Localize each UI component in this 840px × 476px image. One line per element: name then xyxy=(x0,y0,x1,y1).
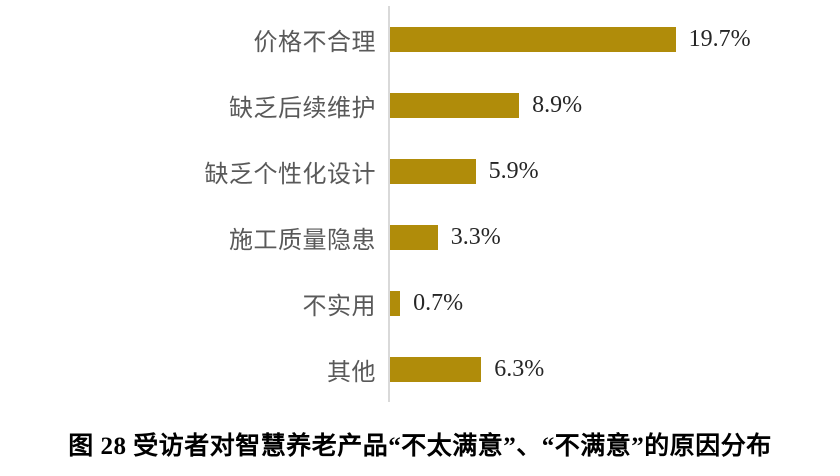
bar xyxy=(390,224,438,250)
bar xyxy=(390,159,476,185)
category-label: 缺乏后续维护 xyxy=(229,96,376,123)
bar-row: 施工质量隐患 3.3% xyxy=(0,204,840,270)
bar-row: 其他 6.3% xyxy=(0,336,840,402)
bar-area: 8.9% xyxy=(390,92,583,119)
bar-area: 6.3% xyxy=(390,355,545,382)
value-label: 3.3% xyxy=(450,223,501,250)
bar xyxy=(390,27,676,53)
bar-row: 价格不合理 19.7% xyxy=(0,7,840,73)
bar xyxy=(390,290,401,316)
bar-area: 0.7% xyxy=(390,289,464,316)
value-label: 6.3% xyxy=(494,355,545,382)
bar-row: 不实用 0.7% xyxy=(0,270,840,336)
bar-area: 19.7% xyxy=(390,26,751,53)
value-label: 5.9% xyxy=(488,158,539,185)
bar-chart: 价格不合理 19.7% 缺乏后续维护 8.9% 缺乏个性化设计 5.9% 施工质… xyxy=(0,7,840,402)
category-label: 缺乏个性化设计 xyxy=(204,162,376,189)
bar-row: 缺乏后续维护 8.9% xyxy=(0,73,840,139)
category-label: 施工质量隐患 xyxy=(229,227,376,254)
category-label: 其他 xyxy=(327,359,376,386)
value-label: 19.7% xyxy=(688,26,751,53)
bar-area: 5.9% xyxy=(390,158,539,185)
bar xyxy=(390,93,520,119)
value-label: 0.7% xyxy=(413,289,464,316)
category-label: 价格不合理 xyxy=(253,30,376,57)
bar xyxy=(390,356,482,382)
bar-row: 缺乏个性化设计 5.9% xyxy=(0,139,840,205)
value-label: 8.9% xyxy=(532,92,583,119)
bar-area: 3.3% xyxy=(390,223,501,250)
y-axis-line xyxy=(388,6,390,402)
category-label: 不实用 xyxy=(302,293,376,320)
chart-caption: 图 28 受访者对智慧养老产品“不太满意”、“不满意”的原因分布 xyxy=(68,433,772,460)
